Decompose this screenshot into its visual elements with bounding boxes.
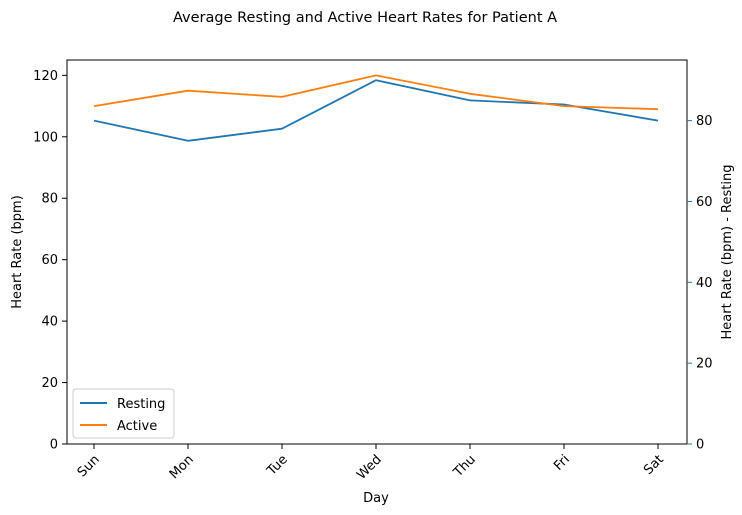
x-tick-label: Tue [264, 452, 291, 479]
legend: Resting Active [72, 388, 175, 439]
x-tick-label: Sat [641, 452, 667, 478]
y-right-tick-label: 80 [696, 114, 713, 129]
y-right-tick-label: 60 [696, 195, 713, 210]
x-axis-label: Day [363, 491, 389, 506]
x-tick-label: Sun [75, 452, 103, 480]
y-left-tick-label: 100 [33, 130, 58, 145]
legend-label-active: Active [117, 419, 157, 434]
x-tick-label: Mon [167, 452, 197, 482]
y-right-tick-label: 20 [696, 357, 713, 372]
y-left-tick-label: 40 [41, 315, 58, 330]
series-line-active [93, 74, 659, 111]
y-left-tick-label: 0 [50, 438, 58, 453]
y-left-tick-label: 120 [33, 69, 58, 84]
y-axis-left-label: Heart Rate (bpm) [10, 195, 25, 309]
y-left-tick-label: 20 [41, 376, 58, 391]
y-right-tick-label: 40 [696, 276, 713, 291]
y-axis-right-label: Heart Rate (bpm) - Resting [720, 165, 735, 340]
chart-title: Average Resting and Active Heart Rates f… [173, 10, 557, 26]
y-left-tick-label: 60 [41, 253, 58, 268]
y-left-tick-label: 80 [41, 192, 58, 207]
plot-frame [66, 59, 688, 445]
x-tick-label: Thu [450, 452, 479, 481]
y-right-tick-label: 0 [696, 438, 704, 453]
x-tick-label: Fri [551, 452, 573, 474]
legend-label-resting: Resting [117, 397, 165, 412]
series-line-resting [93, 79, 659, 142]
x-tick-label: Wed [354, 452, 385, 483]
